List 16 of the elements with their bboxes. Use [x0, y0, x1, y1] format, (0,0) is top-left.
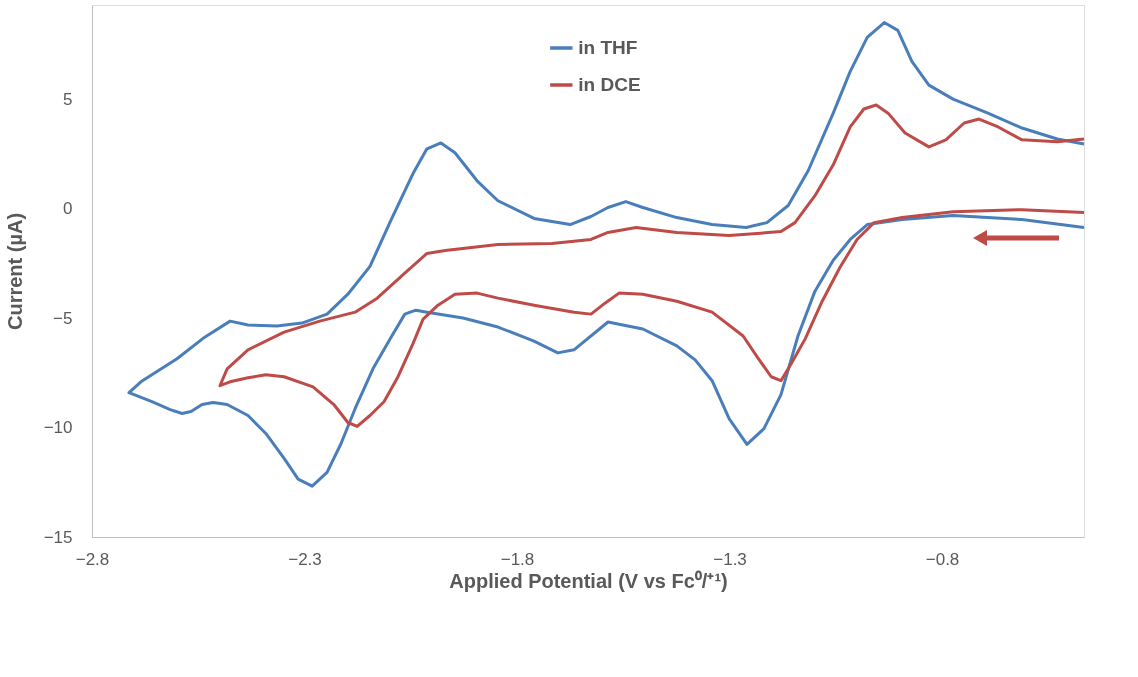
line-series	[127, 21, 1086, 488]
y-tick-label: −5	[53, 308, 73, 328]
x-tick-label: −2.3	[288, 549, 322, 569]
y-axis-title: Current (µA)	[3, 212, 26, 331]
x-axis-title: Applied Potential (V vs Fc⁰/⁺¹)	[449, 569, 728, 592]
y-tick-label: −15	[43, 527, 73, 547]
y-tick-label: 5	[63, 89, 73, 109]
y-tick-label: −10	[43, 418, 73, 438]
line-series	[218, 103, 1086, 428]
legend-label: in THF	[578, 37, 638, 58]
x-tick-label: −2.8	[75, 549, 110, 569]
x-tick-label: −1.8	[500, 549, 535, 569]
legend-label: in DCE	[578, 74, 641, 95]
y-tick-label: 0	[63, 199, 73, 219]
x-tick-label: −0.8	[925, 549, 960, 569]
x-tick-label: −1.3	[713, 549, 747, 569]
